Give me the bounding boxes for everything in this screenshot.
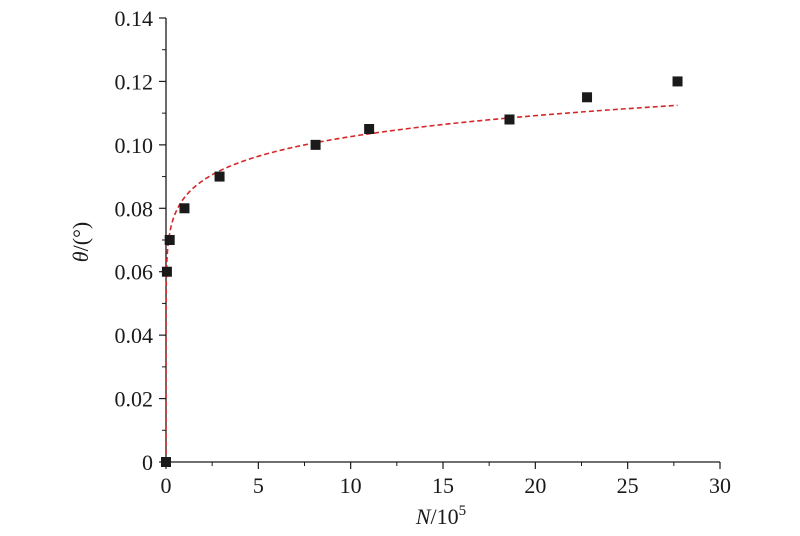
data-point <box>161 266 172 277</box>
x-axis-label-sup: 5 <box>459 503 467 519</box>
data-point <box>179 203 190 214</box>
y-tick-label: 0.12 <box>115 69 154 94</box>
y-axis-label: θ/(°) <box>68 222 93 262</box>
x-tick-label: 10 <box>340 473 362 498</box>
fit-curve <box>165 104 678 462</box>
data-point <box>582 92 593 103</box>
data-point <box>504 114 515 125</box>
y-tick-label: 0.08 <box>115 196 154 221</box>
y-tick-label: 0 <box>142 450 153 475</box>
x-axis-label-rest: /10 <box>431 504 459 529</box>
data-point <box>672 76 683 87</box>
y-tick-label: 0.02 <box>115 387 154 412</box>
x-tick-label: 20 <box>524 473 546 498</box>
data-point <box>164 235 175 245</box>
y-tick-label: 0.04 <box>115 323 154 348</box>
x-tick-label: 25 <box>617 473 639 498</box>
points-layer <box>161 76 683 467</box>
y-tick-label: 0.06 <box>115 260 154 285</box>
data-point <box>310 139 321 150</box>
x-axis-label-var: N <box>415 504 432 529</box>
y-axis-label-var: θ <box>68 251 93 262</box>
x-tick-label: 5 <box>253 473 264 498</box>
y-axis-label-rest: /(°) <box>68 222 93 252</box>
y-tick-label: 0.14 <box>115 6 154 31</box>
fit-curve-layer <box>165 104 678 462</box>
x-tick-label: 30 <box>709 473 731 498</box>
x-tick-label: 0 <box>161 473 172 498</box>
x-axis-label: N/105 <box>415 503 466 529</box>
data-point <box>214 171 225 182</box>
data-point <box>364 124 375 134</box>
x-tick-label: 15 <box>432 473 454 498</box>
data-point <box>161 457 171 467</box>
axes: 0 5 10 15 20 25 30 0 0.02 0.04 0.06 0.08 0.10 0.12 0.1… <box>115 6 732 498</box>
y-tick-label: 0.10 <box>115 133 154 158</box>
